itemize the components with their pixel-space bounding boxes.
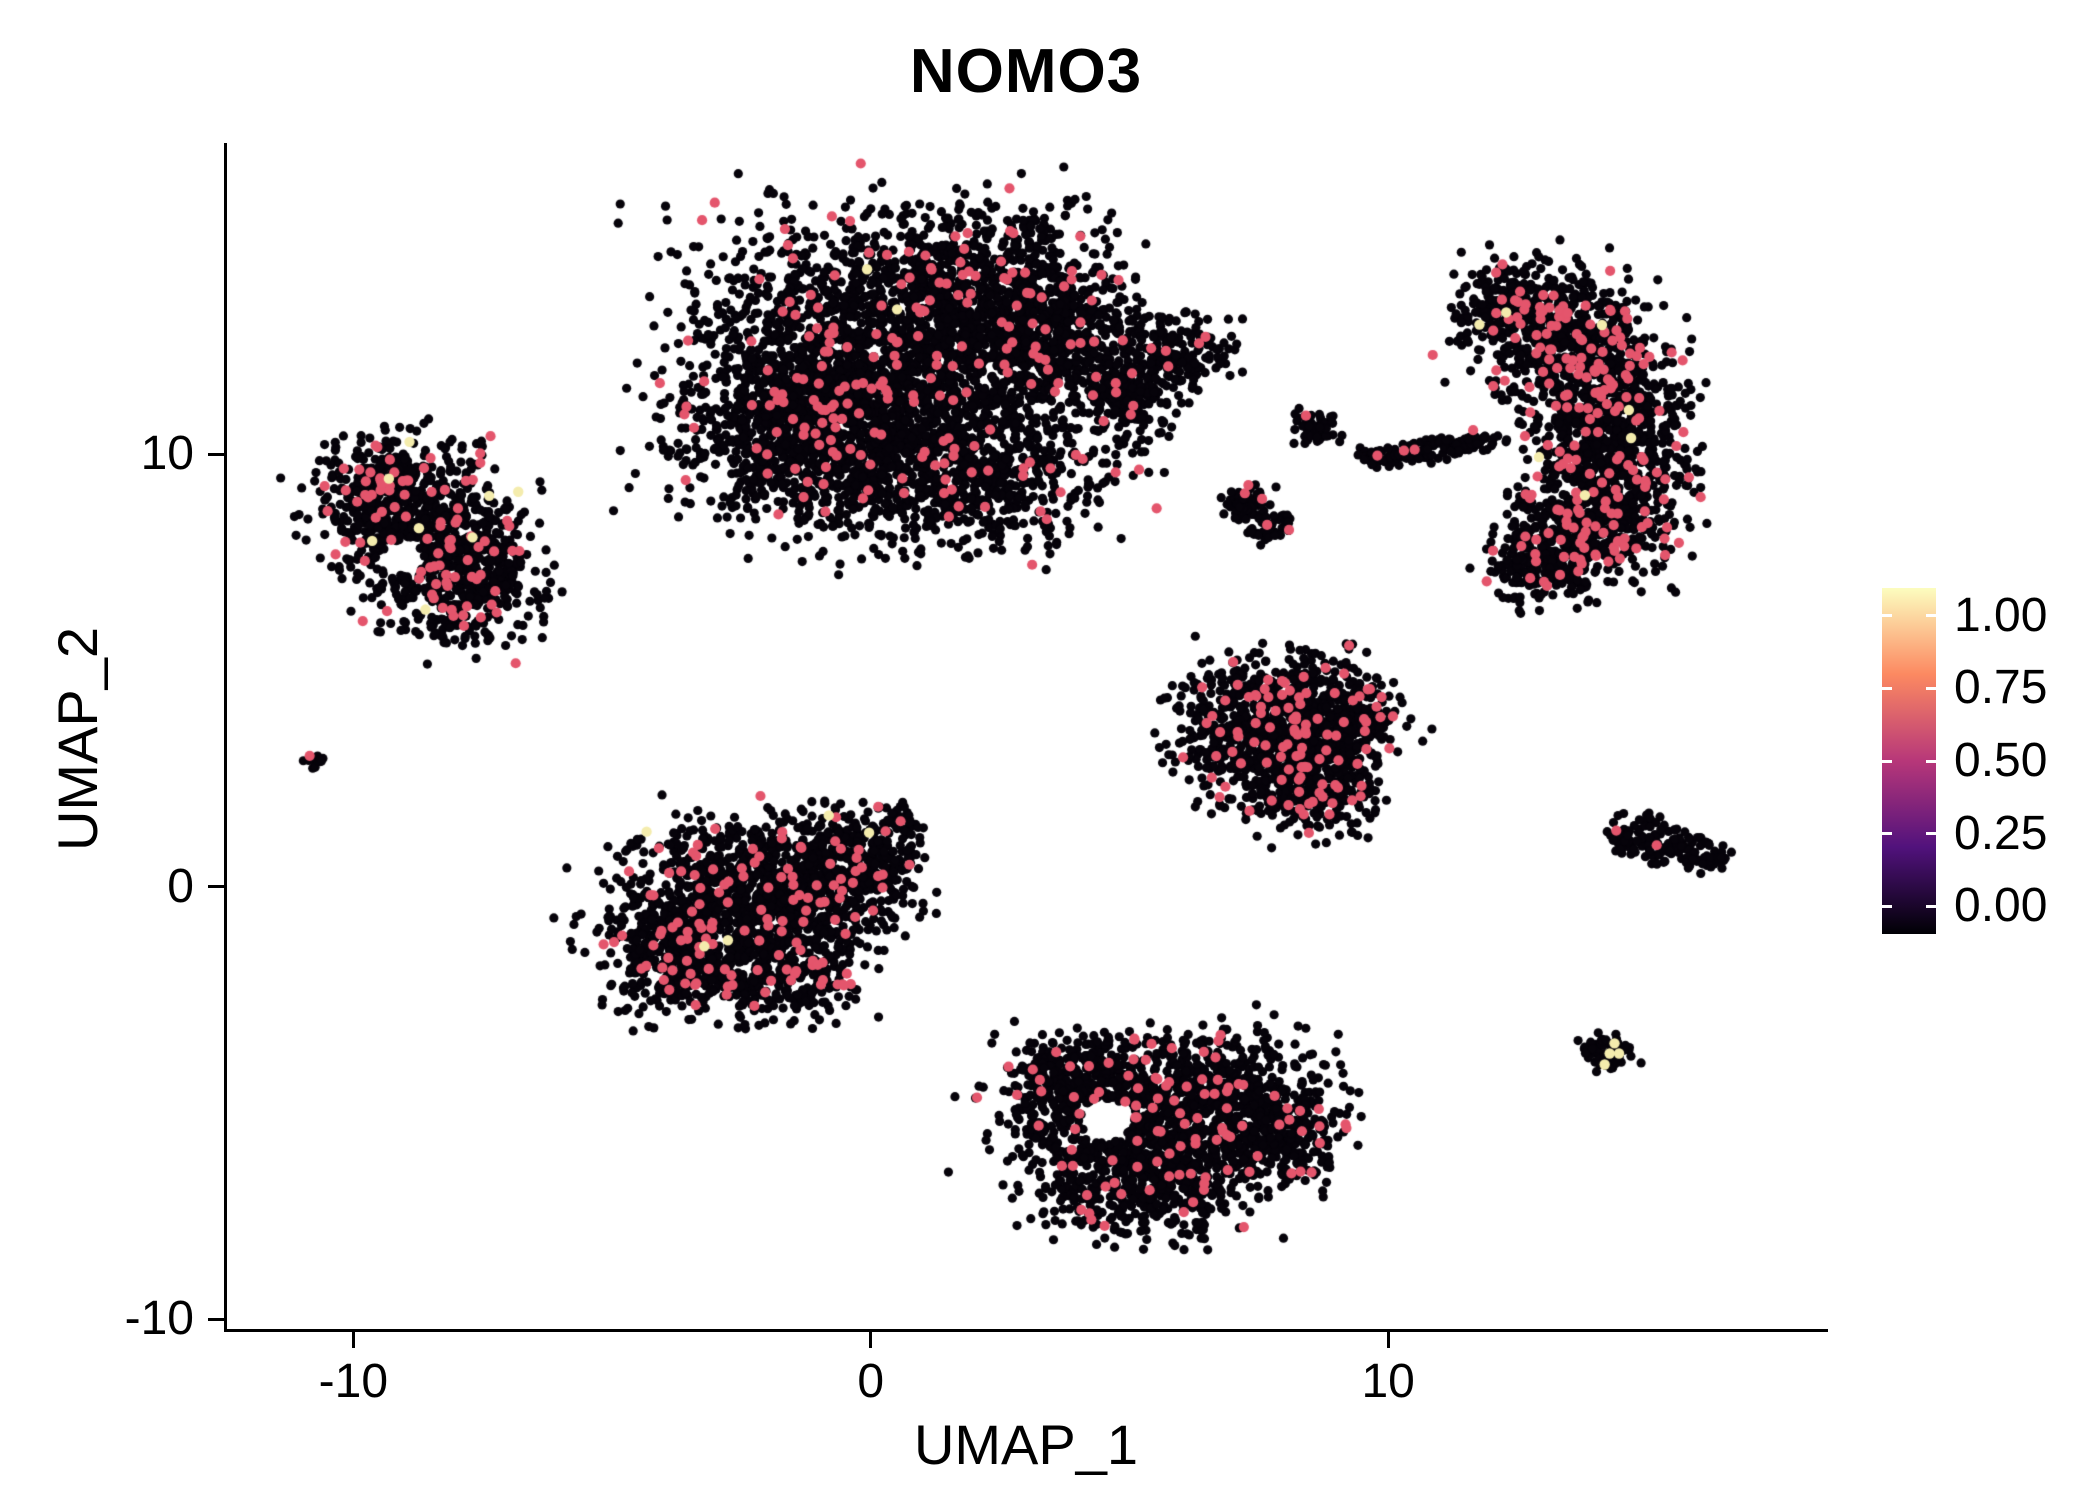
y-tick-label: 0: [167, 859, 194, 913]
x-tick-label: 10: [1361, 1355, 1415, 1408]
y-tick-mark: [208, 452, 224, 456]
x-tick-mark: [351, 1332, 355, 1348]
plot-panel: [224, 143, 1831, 1332]
colorbar-tick-mark: [1882, 686, 1892, 690]
plot-title: NOMO3: [909, 37, 1143, 106]
colorbar-tick-label: 1.00: [1954, 588, 2048, 642]
y-tick-mark: [208, 1317, 224, 1321]
colorbar-tick-mark: [1882, 759, 1892, 763]
y-tick-label: -10: [124, 1292, 194, 1346]
colorbar-tick-label: 0.25: [1954, 806, 2048, 860]
scatter-canvas: [227, 143, 1831, 1332]
colorbar-tick-mark: [1926, 759, 1936, 763]
x-tick-mark: [1386, 1332, 1390, 1348]
colorbar-tick-mark: [1926, 614, 1936, 618]
colorbar-tick-mark: [1882, 904, 1892, 908]
colorbar-tick-label: 0.75: [1954, 661, 2048, 715]
colorbar-tick-mark: [1926, 832, 1936, 836]
x-tick-mark: [869, 1332, 873, 1348]
x-tick-label: -10: [318, 1355, 389, 1408]
colorbar-tick-mark: [1882, 832, 1892, 836]
y-tick-label: 10: [140, 427, 194, 481]
colorbar-tick-label: 0.00: [1954, 879, 2048, 933]
y-axis-label: UMAP_2: [46, 626, 109, 852]
y-tick-mark: [208, 885, 224, 889]
x-tick-label: 0: [857, 1355, 885, 1408]
colorbar-tick-mark: [1926, 686, 1936, 690]
colorbar-tick-label: 0.50: [1954, 734, 2048, 787]
colorbar-tick-mark: [1926, 904, 1936, 908]
x-axis-label: UMAP_1: [913, 1413, 1139, 1476]
colorbar-tick-mark: [1882, 614, 1892, 618]
